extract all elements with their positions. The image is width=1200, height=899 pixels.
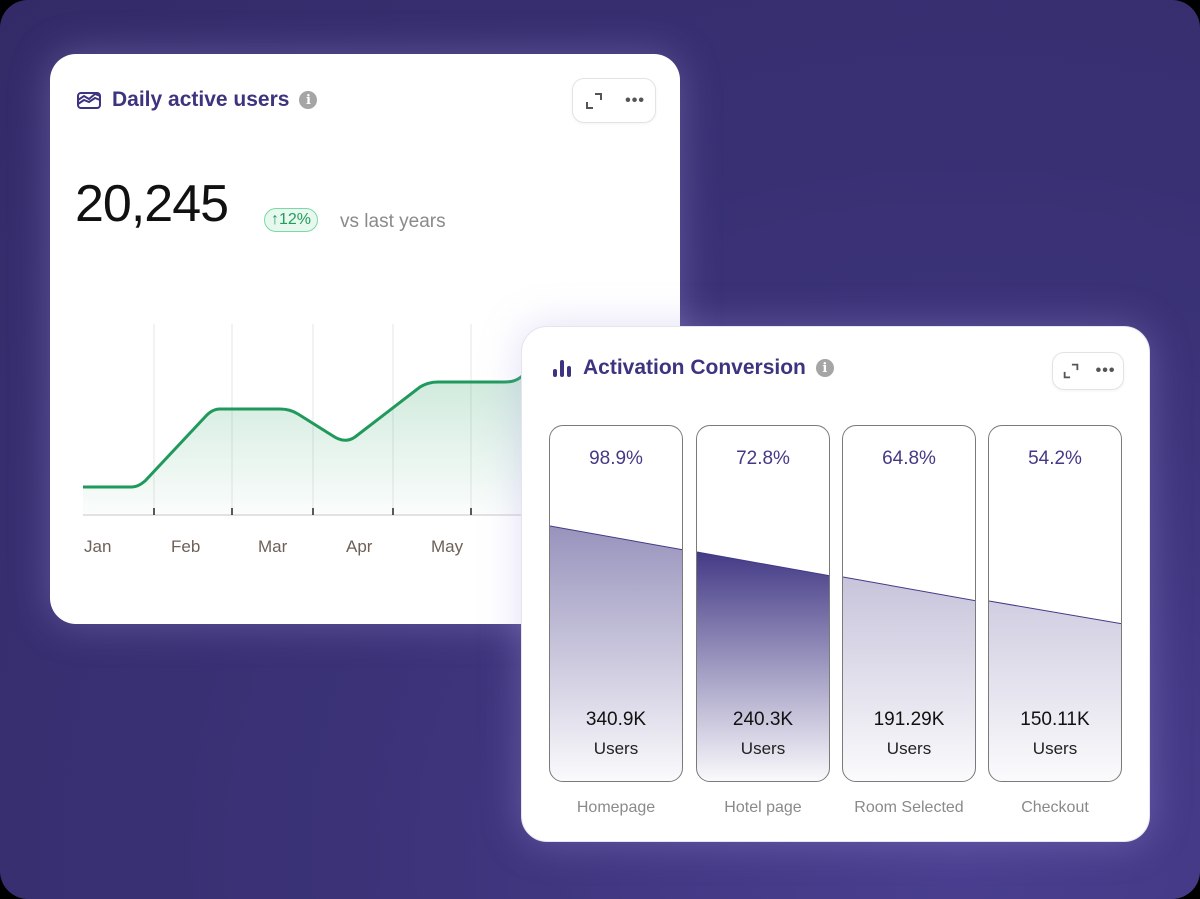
user-unit: Users — [1032, 739, 1078, 758]
conversion-percent: 54.2% — [1028, 448, 1082, 469]
tick-label: May — [431, 537, 464, 556]
step-label: Homepage — [576, 799, 656, 816]
conversion-percent: 98.9% — [589, 448, 643, 469]
activation-conversion-card: Activation Conversion i ••• 98.9% 340.9K… — [521, 326, 1150, 842]
step-label: Room Selected — [854, 799, 964, 816]
funnel-fill — [989, 600, 1121, 781]
funnel-column[interactable]: 98.9% 340.9K Users — [549, 425, 683, 782]
tick-label: Feb — [171, 537, 201, 556]
card-actions: ••• — [572, 78, 656, 123]
user-unit: Users — [740, 739, 786, 758]
user-unit: Users — [886, 739, 932, 758]
more-options-icon[interactable]: ••• — [1095, 362, 1116, 379]
funnel-fill — [697, 551, 829, 781]
card-header: Activation Conversion i — [551, 356, 834, 380]
info-icon[interactable]: i — [299, 91, 318, 109]
conversion-percent: 72.8% — [736, 448, 790, 469]
user-count: 240.3K — [732, 709, 794, 730]
user-count: 191.29K — [873, 709, 945, 730]
card-actions: ••• — [1052, 352, 1124, 390]
axis-ticks — [153, 508, 472, 515]
tick-label: Mar — [258, 537, 288, 556]
funnel-column[interactable]: 54.2% 150.11K Users — [988, 425, 1122, 782]
series-line — [83, 369, 531, 489]
funnel-fill — [550, 525, 682, 781]
expand-icon[interactable] — [1061, 361, 1081, 381]
expand-icon[interactable] — [583, 90, 605, 112]
user-count: 150.11K — [1020, 709, 1090, 730]
area-fill — [83, 371, 530, 514]
card-header: Daily active users i — [76, 88, 318, 112]
tick-label: Apr — [346, 537, 373, 556]
step-label: Hotel page — [724, 799, 802, 816]
line-chart — [83, 324, 531, 516]
area-chart-icon — [77, 92, 101, 109]
more-options-icon[interactable]: ••• — [625, 91, 645, 109]
metric-value: 20,245 — [75, 175, 229, 233]
funnel-column[interactable]: 64.8% 191.29K Users — [842, 425, 976, 782]
conversion-percent: 64.8% — [882, 448, 936, 469]
info-icon[interactable]: i — [815, 359, 834, 377]
change-badge: ↑12% — [264, 208, 319, 232]
user-count: 340.9K — [585, 709, 647, 730]
card-title: Activation Conversion — [583, 356, 806, 379]
funnel-column[interactable]: 72.8% 240.3K Users — [696, 425, 830, 782]
user-unit: Users — [593, 739, 639, 758]
card-title: Daily active users — [112, 88, 290, 111]
funnel-fill — [843, 576, 975, 781]
comparison-label: vs last years — [340, 211, 446, 232]
step-label: Checkout — [1021, 799, 1089, 816]
tick-label: Jan — [84, 537, 112, 556]
bar-chart-icon — [553, 360, 571, 377]
